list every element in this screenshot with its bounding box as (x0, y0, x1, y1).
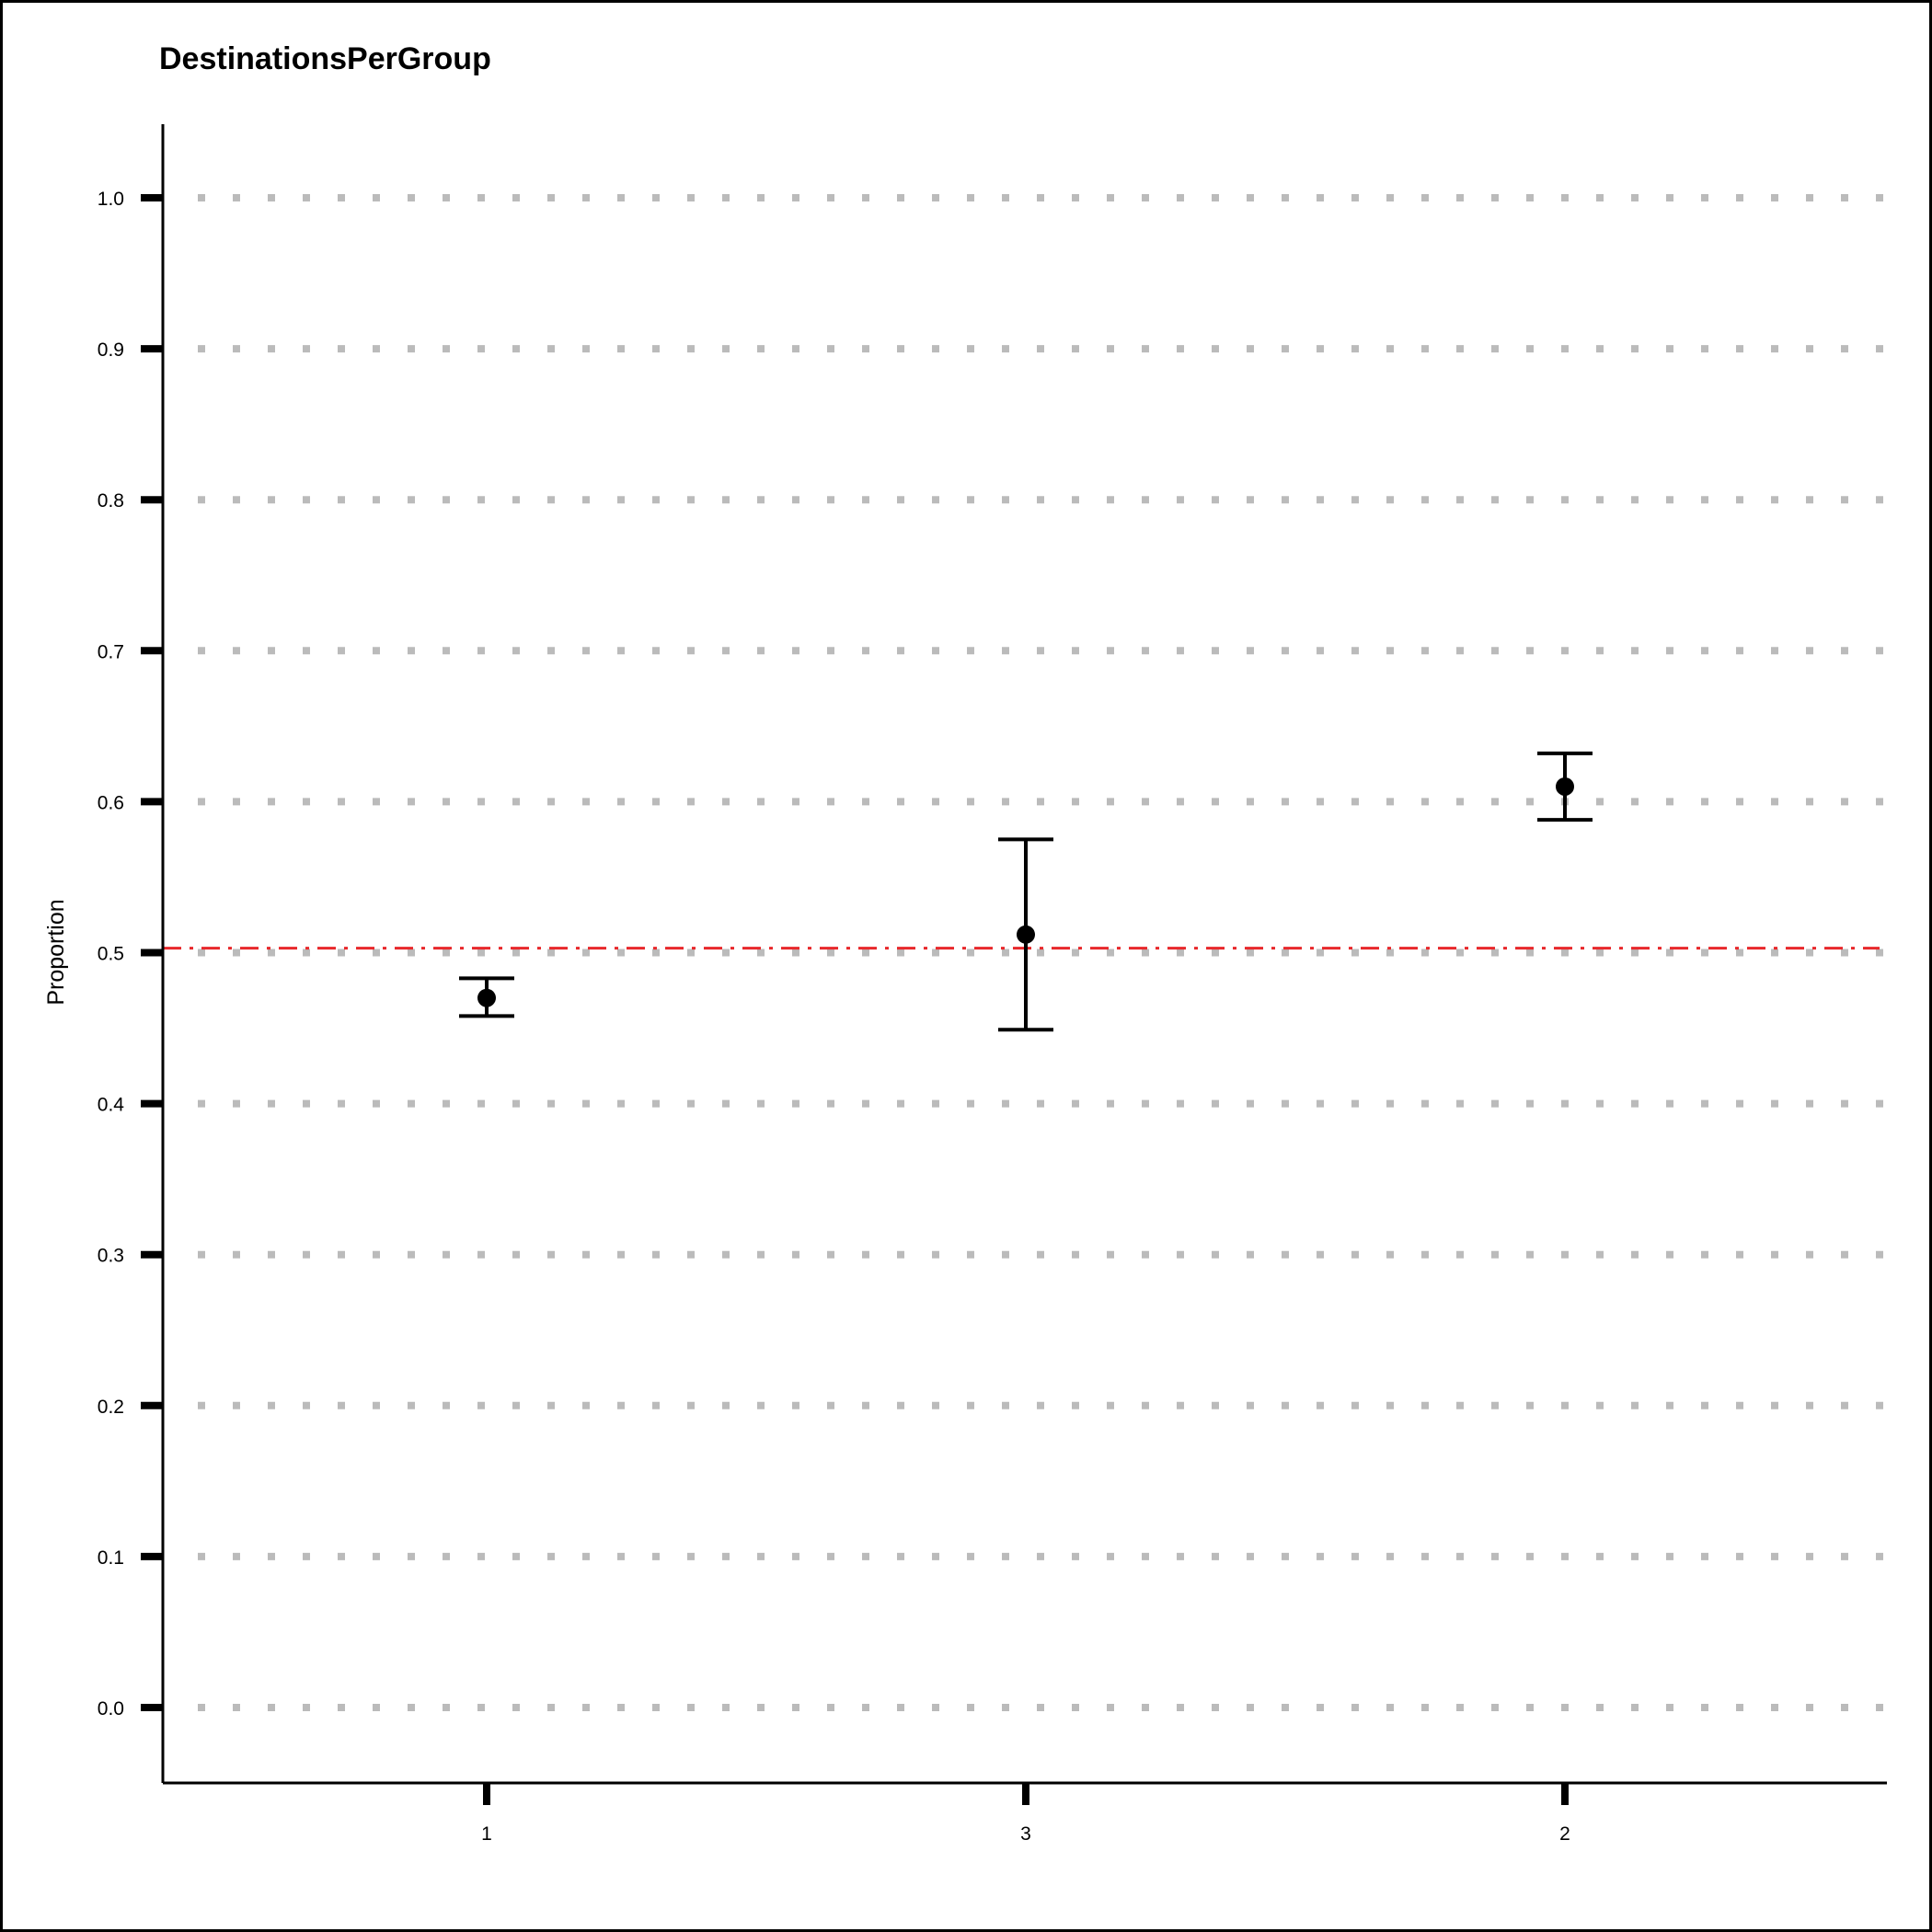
y-tick-label: 0.6 (98, 792, 124, 813)
error-bar-group (459, 976, 514, 1018)
x-tick-label: 2 (1559, 1823, 1570, 1845)
chart-title: DestinationsPerGroup (159, 41, 491, 76)
y-axis-label: Proportion (43, 899, 69, 1005)
data-point (1556, 776, 1574, 796)
grid-layer (198, 194, 1887, 1711)
y-tick-label: 0.5 (98, 944, 124, 965)
y-tick-label: 0.9 (98, 339, 124, 361)
y-tick-label: 0.8 (98, 490, 124, 512)
y-tick-label: 0.2 (98, 1397, 124, 1418)
y-tick-label: 0.1 (98, 1547, 124, 1569)
y-tick-label: 0.4 (98, 1095, 125, 1116)
y-tick-label: 1.0 (98, 189, 124, 210)
y-tick-label: 0.0 (98, 1698, 124, 1719)
marks-layer (459, 751, 1593, 1032)
data-point (1017, 925, 1035, 944)
data-point (477, 988, 496, 1007)
y-tick-label: 0.7 (98, 641, 124, 662)
y-tick-label: 0.3 (98, 1246, 124, 1267)
x-tick-label: 1 (481, 1823, 492, 1845)
x-tick-label: 3 (1020, 1823, 1031, 1845)
axes-layer: 0.0 0.1 0.2 0.3 0.4 0.5 0.6 0.7 0.8 0.9 1.0 1 3 2 (98, 124, 1887, 1845)
error-bar-group (998, 837, 1053, 1032)
chart-svg: DestinationsPerGroup Proportion 0.00.10.… (43, 41, 1887, 1845)
error-bar-group (1537, 751, 1593, 822)
